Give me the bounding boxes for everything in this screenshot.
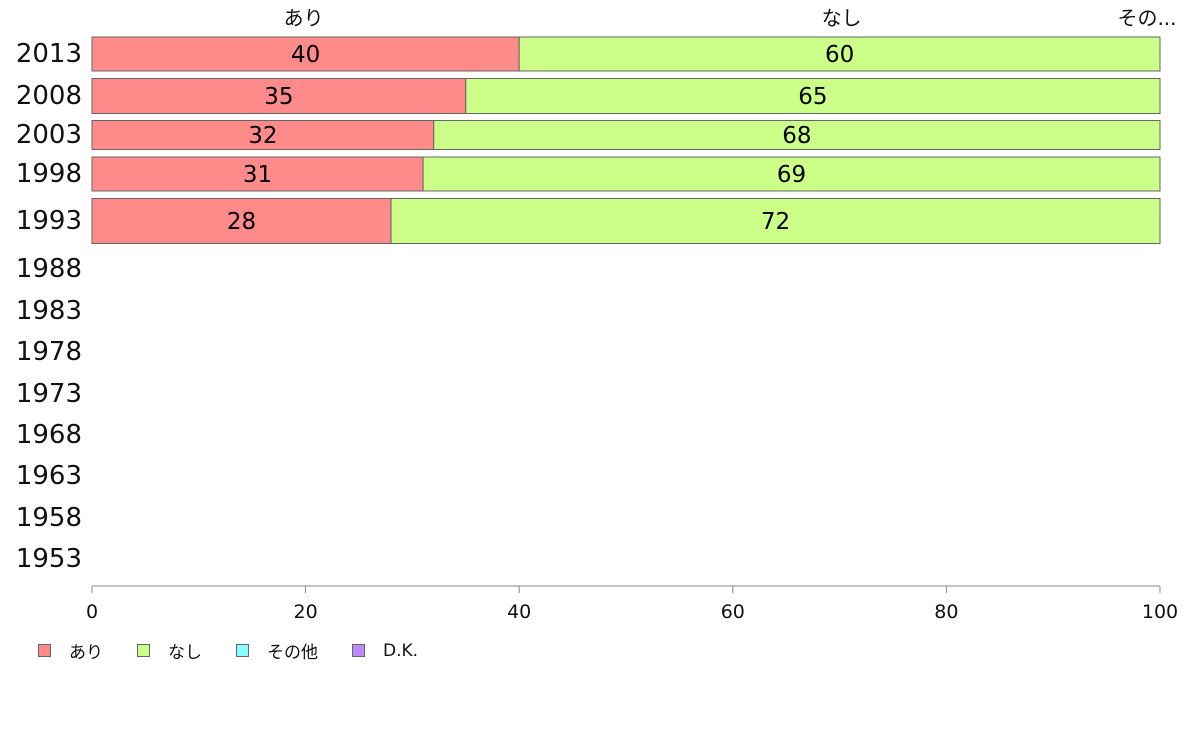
data-label: 31 [243, 162, 272, 188]
data-label: 32 [248, 123, 277, 149]
x-tick-label: 40 [507, 601, 531, 623]
bar-segment [91, 156, 424, 192]
bar-segment [91, 198, 392, 244]
data-label: 40 [291, 42, 320, 68]
top-label: なし [822, 6, 862, 30]
data-label: 68 [782, 123, 811, 149]
legend-label: その他 [267, 643, 318, 663]
category-label: 2013 [16, 39, 82, 69]
category-label: 1953 [16, 544, 82, 574]
bar-segment [433, 120, 1161, 150]
x-tick-label: 20 [294, 601, 318, 623]
data-label: 65 [798, 84, 827, 110]
x-tick-label: 0 [86, 601, 98, 623]
category-label: 2003 [16, 120, 82, 150]
category-label: 1958 [16, 503, 82, 533]
category-label: 1968 [16, 420, 82, 450]
legend: あり なし その他 D.K. [38, 638, 452, 663]
category-label: 1963 [16, 461, 82, 491]
category-label: 1988 [16, 254, 82, 284]
bar-segment [390, 198, 1161, 244]
legend-label: なし [168, 643, 202, 663]
legend-label: あり [69, 643, 103, 663]
legend-item: あり [38, 638, 103, 663]
bar-segment [518, 36, 1161, 72]
legend-item: D.K. [352, 641, 418, 661]
top-label: その... [1117, 6, 1176, 30]
data-label: 28 [227, 209, 256, 235]
bar-segment [91, 78, 467, 114]
category-label: 1973 [16, 379, 82, 409]
bar-segment [422, 156, 1161, 192]
x-tick-label: 100 [1142, 601, 1178, 623]
bar-segment [91, 36, 520, 72]
data-label: 35 [264, 84, 293, 110]
bar-segment [91, 120, 435, 150]
data-label: 72 [761, 209, 790, 235]
legend-item: なし [137, 638, 202, 663]
legend-swatch [236, 644, 249, 657]
data-label: 69 [777, 162, 806, 188]
bar-segment [465, 78, 1161, 114]
category-label: 1978 [16, 337, 82, 367]
legend-swatch [38, 644, 51, 657]
category-label: 1983 [16, 296, 82, 326]
top-label: あり [284, 6, 324, 30]
legend-label: D.K. [383, 640, 419, 661]
x-tick-label: 80 [934, 601, 958, 623]
data-label: 60 [825, 42, 854, 68]
legend-item: その他 [236, 638, 318, 663]
category-label: 1998 [16, 159, 82, 189]
legend-swatch [137, 644, 150, 657]
legend-swatch [352, 644, 365, 657]
category-label: 1993 [16, 206, 82, 236]
x-tick-label: 60 [721, 601, 745, 623]
category-label: 2008 [16, 81, 82, 111]
